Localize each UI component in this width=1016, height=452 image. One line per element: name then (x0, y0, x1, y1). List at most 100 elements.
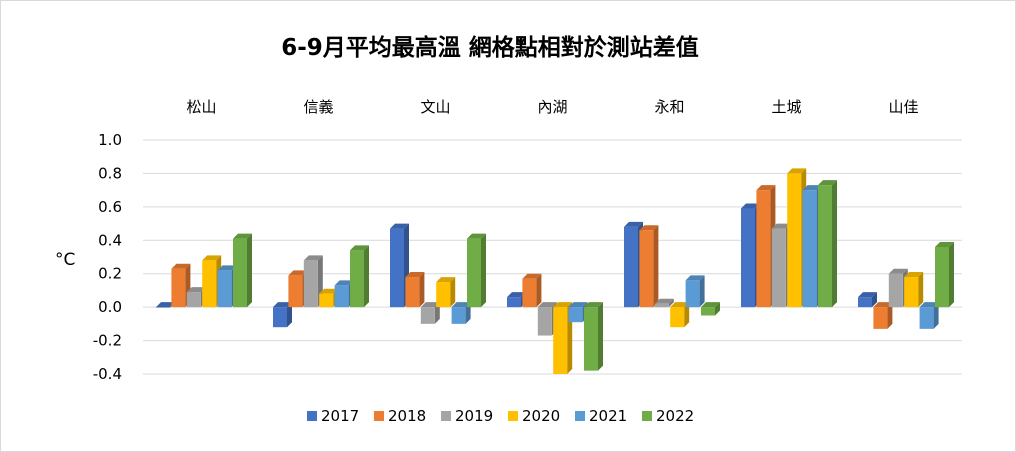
bar-top (522, 273, 542, 279)
bar-top (451, 302, 471, 308)
bar-face (741, 208, 755, 308)
bar (405, 272, 425, 308)
bar-face (584, 307, 598, 371)
bar-top (756, 185, 776, 191)
bar-side (918, 272, 924, 308)
bar-side (872, 292, 877, 308)
bar (639, 225, 659, 308)
bar-face (436, 282, 451, 308)
bar (451, 302, 471, 324)
chart-title: 6-9月平均最高溫 網格點相對於測站差值 (281, 35, 699, 61)
bar-side (887, 302, 893, 329)
bar-top (888, 268, 908, 274)
y-axis-ticks: 1.0 0.8 0.6 0.4 0.2 0.0 -0.2 -0.4 (93, 131, 122, 383)
bar-face (405, 277, 420, 308)
bar-face (507, 297, 521, 308)
bar (436, 277, 456, 308)
bar-face (858, 297, 872, 308)
bar-top (802, 185, 822, 191)
bar-top (584, 302, 603, 308)
bar-face (787, 173, 802, 308)
bar-top (670, 302, 690, 308)
bar-face (319, 293, 334, 308)
bar-top (701, 302, 720, 308)
bar-side (536, 273, 542, 308)
bar-top (186, 287, 206, 293)
bar-side (949, 241, 954, 308)
bar-top (654, 298, 674, 304)
bar (935, 241, 954, 308)
bars (156, 168, 954, 374)
bar (670, 302, 690, 328)
bar-side (832, 180, 837, 308)
category-labels: 松山 信義 文山 內湖 永和 土城 山佳 (186, 98, 918, 116)
bar-side (450, 277, 456, 308)
y-tick-label: -0.4 (93, 365, 122, 383)
bar (685, 275, 705, 308)
bar (701, 302, 720, 316)
bar-top (436, 277, 456, 283)
gridlines (143, 139, 962, 375)
category-label: 信義 (303, 98, 333, 116)
bar-side (668, 298, 674, 308)
category-label: 土城 (771, 98, 801, 116)
legend-swatch (441, 411, 451, 421)
bar-face (553, 307, 568, 374)
bar-top (858, 292, 877, 298)
bar-face (654, 303, 669, 308)
bar (273, 302, 292, 328)
legend-swatch (307, 411, 317, 421)
y-tick-label: -0.2 (93, 332, 122, 350)
bar-top (334, 280, 354, 286)
bar-side (715, 302, 720, 316)
bar-side (684, 302, 690, 328)
bar-top (624, 221, 643, 227)
bar-top (171, 263, 191, 269)
bar (858, 292, 877, 308)
bar-side (481, 233, 486, 308)
bar-top (202, 255, 222, 261)
bar (873, 302, 893, 329)
bar-side (287, 302, 292, 328)
bar (919, 302, 939, 329)
bar-top (873, 302, 893, 308)
bar-side (247, 233, 252, 308)
y-tick-label: 0.2 (98, 265, 122, 283)
bar-face (802, 190, 817, 308)
bar-top (685, 275, 705, 281)
bar-top (553, 302, 573, 308)
y-tick-label: 0.4 (98, 231, 122, 249)
bar-face (303, 260, 318, 308)
bar-top (741, 203, 760, 209)
bar-top (405, 272, 425, 278)
category-label: 永和 (654, 98, 684, 116)
bar-top (273, 302, 292, 308)
legend-swatch (575, 411, 585, 421)
bar-face (467, 238, 481, 308)
category-label: 山佳 (888, 98, 918, 116)
bar-face (670, 307, 685, 328)
bar-top (390, 223, 409, 229)
bar-side (699, 275, 705, 308)
bar-face (186, 292, 201, 308)
bar-top (233, 233, 252, 239)
bar-top (787, 168, 807, 174)
bar-side (598, 302, 603, 371)
bar-top (568, 302, 588, 308)
bar-face (685, 280, 700, 308)
bar-face (217, 270, 232, 308)
bar-face (420, 307, 435, 324)
bar-top (467, 233, 486, 239)
category-label: 文山 (420, 98, 450, 116)
bar-face (771, 228, 786, 308)
bar-side (465, 302, 471, 324)
bar (522, 273, 542, 308)
bar (818, 180, 837, 308)
bar-face (350, 250, 364, 308)
bar (904, 272, 924, 308)
bar-side (419, 272, 425, 308)
bar-face (756, 190, 771, 308)
legend-label: 2020 (522, 407, 560, 425)
bar-side (653, 225, 659, 308)
